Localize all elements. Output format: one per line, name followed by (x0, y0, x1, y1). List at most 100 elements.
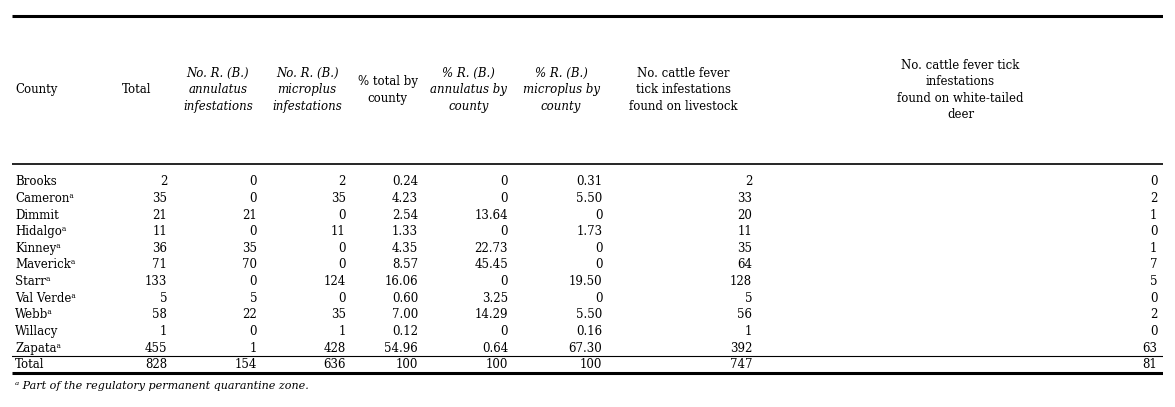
Text: 0: 0 (1150, 325, 1157, 338)
Text: 35: 35 (737, 242, 752, 255)
Text: 0.16: 0.16 (577, 325, 603, 338)
Text: 11: 11 (738, 225, 752, 238)
Text: ᵃ Part of the regulatory permanent quarantine zone.: ᵃ Part of the regulatory permanent quara… (15, 381, 309, 391)
Text: 22.73: 22.73 (475, 242, 508, 255)
Text: No. cattle fever
tick infestations
found on livestock: No. cattle fever tick infestations found… (629, 67, 738, 113)
Text: Total: Total (122, 83, 152, 96)
Text: 54.96: 54.96 (384, 341, 418, 354)
Text: 16.06: 16.06 (384, 275, 418, 288)
Text: 3.25: 3.25 (482, 292, 508, 305)
Text: 1: 1 (745, 325, 752, 338)
Text: 21: 21 (242, 209, 257, 222)
Text: 35: 35 (153, 192, 167, 205)
Text: 2.54: 2.54 (392, 209, 418, 222)
Text: 2: 2 (1150, 192, 1157, 205)
Text: 2: 2 (1150, 309, 1157, 322)
Text: 71: 71 (153, 258, 167, 271)
Text: 56: 56 (737, 309, 752, 322)
Text: 0: 0 (249, 192, 257, 205)
Text: Dimmit: Dimmit (15, 209, 59, 222)
Text: 33: 33 (737, 192, 752, 205)
Text: 0.64: 0.64 (482, 341, 508, 354)
Text: Starrᵃ: Starrᵃ (15, 275, 51, 288)
Text: 0.12: 0.12 (392, 325, 418, 338)
Text: 5: 5 (249, 292, 257, 305)
Text: 0: 0 (249, 275, 257, 288)
Text: 35: 35 (330, 192, 345, 205)
Text: 4.35: 4.35 (392, 242, 418, 255)
Text: 0: 0 (338, 242, 345, 255)
Text: 0.24: 0.24 (392, 175, 418, 188)
Text: 11: 11 (153, 225, 167, 238)
Text: 5.50: 5.50 (576, 192, 603, 205)
Text: 5: 5 (745, 292, 752, 305)
Text: 0: 0 (595, 292, 603, 305)
Text: 13.64: 13.64 (475, 209, 508, 222)
Text: % R. (B.)
annulatus by
county: % R. (B.) annulatus by county (430, 67, 508, 113)
Text: Kinneyᵃ: Kinneyᵃ (15, 242, 61, 255)
Text: 14.29: 14.29 (475, 309, 508, 322)
Text: 8.57: 8.57 (392, 258, 418, 271)
Text: 7.00: 7.00 (392, 309, 418, 322)
Text: 0: 0 (501, 175, 508, 188)
Text: 828: 828 (145, 358, 167, 371)
Text: 2: 2 (160, 175, 167, 188)
Text: 2: 2 (338, 175, 345, 188)
Text: 428: 428 (323, 341, 345, 354)
Text: 0: 0 (338, 209, 345, 222)
Text: 154: 154 (235, 358, 257, 371)
Text: Zapataᵃ: Zapataᵃ (15, 341, 61, 354)
Text: 0: 0 (501, 275, 508, 288)
Text: % total by
county: % total by county (357, 75, 418, 105)
Text: 0: 0 (338, 292, 345, 305)
Text: 0: 0 (501, 325, 508, 338)
Text: 1: 1 (1150, 209, 1157, 222)
Text: 0: 0 (501, 192, 508, 205)
Text: 0: 0 (1150, 175, 1157, 188)
Text: 5.50: 5.50 (576, 309, 603, 322)
Text: 2: 2 (745, 175, 752, 188)
Text: 133: 133 (145, 275, 167, 288)
Text: 35: 35 (330, 309, 345, 322)
Text: 58: 58 (153, 309, 167, 322)
Text: 5: 5 (1150, 275, 1157, 288)
Text: 1.73: 1.73 (577, 225, 603, 238)
Text: 124: 124 (323, 275, 345, 288)
Text: 35: 35 (242, 242, 257, 255)
Text: 0: 0 (1150, 225, 1157, 238)
Text: No. R. (B.)
annulatus
infestations: No. R. (B.) annulatus infestations (183, 67, 253, 113)
Text: 7: 7 (1150, 258, 1157, 271)
Text: Cameronᵃ: Cameronᵃ (15, 192, 74, 205)
Text: 1: 1 (249, 341, 257, 354)
Text: 0: 0 (1150, 292, 1157, 305)
Text: 11: 11 (331, 225, 345, 238)
Text: 22: 22 (242, 309, 257, 322)
Text: Maverickᵃ: Maverickᵃ (15, 258, 75, 271)
Text: Webbᵃ: Webbᵃ (15, 309, 53, 322)
Text: 36: 36 (153, 242, 167, 255)
Text: 100: 100 (485, 358, 508, 371)
Text: 747: 747 (730, 358, 752, 371)
Text: 0: 0 (249, 225, 257, 238)
Text: 0.31: 0.31 (577, 175, 603, 188)
Text: Brooks: Brooks (15, 175, 56, 188)
Text: % R. (B.)
microplus by
county: % R. (B.) microplus by county (523, 67, 599, 113)
Text: 0: 0 (595, 258, 603, 271)
Text: 0: 0 (249, 175, 257, 188)
Text: No. R. (B.)
microplus
infestations: No. R. (B.) microplus infestations (273, 67, 342, 113)
Text: Hidalgoᵃ: Hidalgoᵃ (15, 225, 67, 238)
Text: County: County (15, 83, 58, 96)
Text: 100: 100 (396, 358, 418, 371)
Text: 5: 5 (160, 292, 167, 305)
Text: 70: 70 (242, 258, 257, 271)
Text: 392: 392 (730, 341, 752, 354)
Text: 1: 1 (160, 325, 167, 338)
Text: 0.60: 0.60 (392, 292, 418, 305)
Text: 0: 0 (595, 209, 603, 222)
Text: 455: 455 (145, 341, 167, 354)
Text: 45.45: 45.45 (475, 258, 508, 271)
Text: 0: 0 (338, 258, 345, 271)
Text: 4.23: 4.23 (392, 192, 418, 205)
Text: 1: 1 (1150, 242, 1157, 255)
Text: 1.33: 1.33 (392, 225, 418, 238)
